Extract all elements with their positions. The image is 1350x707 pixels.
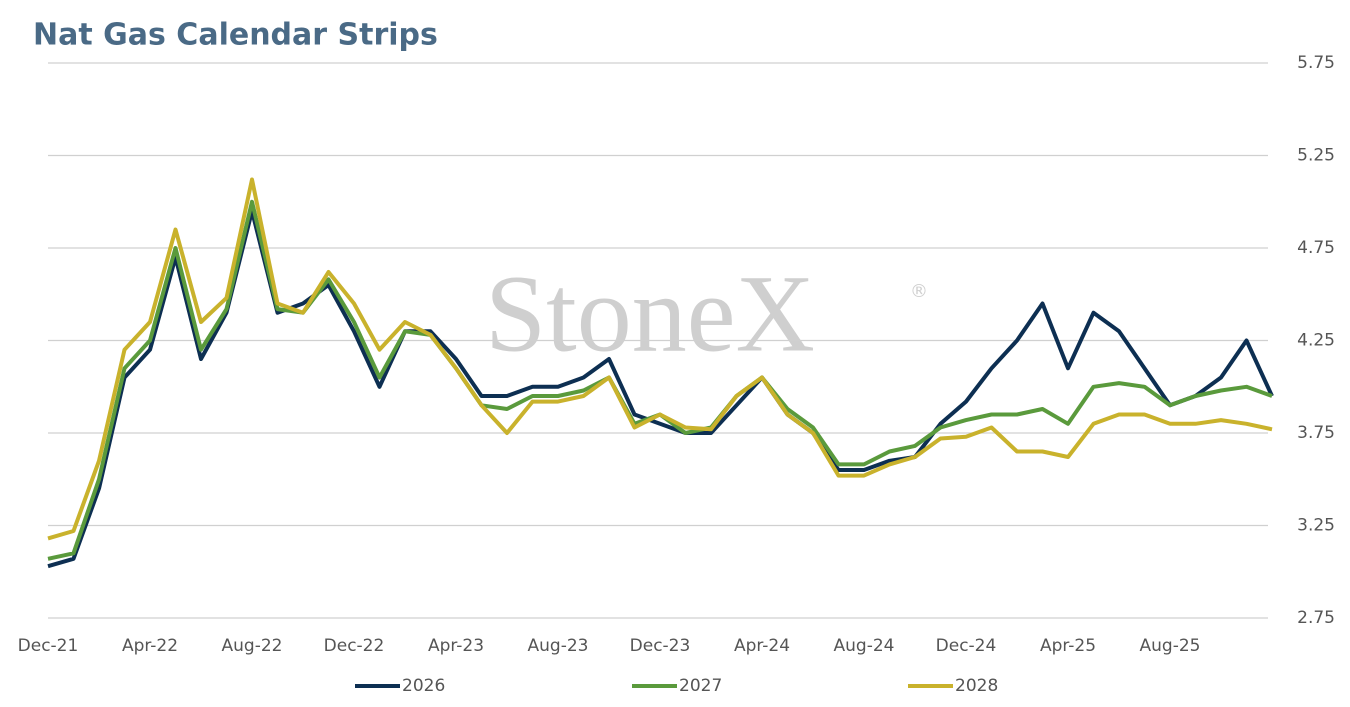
y-tick-label: 2.75 (1297, 608, 1335, 628)
x-tick-label: Apr-23 (428, 636, 484, 656)
y-tick-label: 3.75 (1297, 423, 1335, 443)
series-line (47, 177, 1273, 541)
y-tick-label: 3.25 (1297, 516, 1335, 536)
x-tick-label: Apr-25 (1040, 636, 1096, 656)
x-tick-label: Dec-23 (630, 636, 691, 656)
legend-label: 2026 (402, 676, 445, 696)
x-tick-label: Dec-24 (936, 636, 997, 656)
y-tick-label: 4.75 (1297, 238, 1335, 258)
x-tick-label: Dec-21 (18, 636, 79, 656)
x-tick-label: Aug-24 (834, 636, 895, 656)
x-tick-label: Aug-25 (1140, 636, 1201, 656)
y-tick-label: 4.25 (1297, 331, 1335, 351)
series-line (47, 209, 1274, 569)
legend-label: 2027 (679, 676, 722, 696)
y-tick-label: 5.75 (1297, 53, 1335, 73)
x-tick-label: Dec-22 (324, 636, 385, 656)
x-tick-label: Apr-22 (122, 636, 178, 656)
y-tick-label: 5.25 (1297, 146, 1335, 166)
chart-title: Nat Gas Calendar Strips (33, 18, 438, 53)
x-tick-label: Aug-22 (222, 636, 283, 656)
watermark: StoneX (485, 252, 815, 374)
x-tick-label: Aug-23 (528, 636, 589, 656)
x-tick-label: Apr-24 (734, 636, 790, 656)
watermark-mark: ® (910, 281, 928, 302)
legend-label: 2028 (955, 676, 998, 696)
